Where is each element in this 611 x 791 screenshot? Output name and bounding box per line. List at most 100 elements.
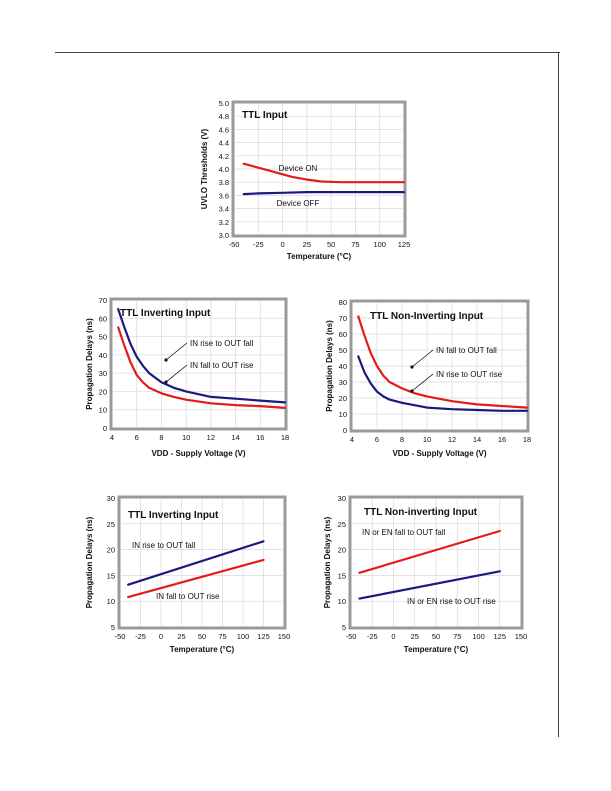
y-tick-label: 3.6	[219, 191, 229, 200]
annotation-arrow	[165, 342, 188, 361]
x-tick-label: 25	[303, 240, 311, 249]
y-tick-label: 10	[338, 597, 346, 606]
y-tick-label: 20	[99, 387, 107, 396]
x-tick-label: 25	[411, 632, 419, 641]
y-tick-label: 0	[103, 424, 107, 433]
x-tick-label: 150	[515, 632, 528, 641]
series-line	[117, 308, 287, 404]
annotation-arrow	[411, 373, 434, 392]
y-tick-label: 3.2	[219, 218, 229, 227]
page-right-rule	[558, 52, 559, 737]
x-tick-label: 75	[351, 240, 359, 249]
x-tick-label: 0	[280, 240, 284, 249]
y-tick-label: 3.4	[219, 205, 229, 214]
x-tick-label: 6	[375, 435, 379, 444]
series-line	[127, 540, 265, 586]
x-axis-label: VDD - Supply Voltage (V)	[151, 449, 245, 458]
y-tick-label: 70	[99, 296, 107, 305]
x-tick-label: 8	[400, 435, 404, 444]
y-tick-label: 10	[107, 597, 115, 606]
y-tick-label: 50	[339, 346, 347, 355]
y-tick-label: 4.8	[219, 112, 229, 121]
chart-title: TTL Inverting Input	[128, 510, 219, 521]
y-tick-label: 60	[339, 330, 347, 339]
x-tick-label: 0	[159, 632, 163, 641]
y-tick-label: 3.0	[219, 231, 229, 240]
y-tick-label: 30	[99, 369, 107, 378]
y-tick-label: 20	[339, 394, 347, 403]
series-line	[242, 191, 406, 196]
x-tick-label: 10	[423, 435, 431, 444]
annotation-arrowhead	[410, 365, 414, 369]
x-tick-label: 50	[327, 240, 335, 249]
y-tick-label: 0	[343, 426, 347, 435]
x-axis-label: Temperature (°C)	[404, 645, 469, 654]
y-tick-label: 50	[99, 333, 107, 342]
x-tick-label: 125	[398, 240, 411, 249]
y-axis-label: UVLO Thresholds (V)	[200, 128, 209, 209]
series-label: IN fall to OUT rise	[156, 592, 220, 601]
chart-title: TTL Non-inverting Input	[364, 507, 478, 518]
y-tick-label: 40	[99, 351, 107, 360]
y-tick-label: 20	[338, 546, 346, 555]
series-label: IN or EN fall to OUT fall	[362, 528, 446, 537]
x-tick-label: 0	[391, 632, 395, 641]
x-tick-label: -25	[253, 240, 264, 249]
series-label: Device ON	[279, 164, 318, 173]
x-tick-label: 50	[432, 632, 440, 641]
chart-title: TTL Input	[242, 110, 288, 121]
y-tick-label: 30	[107, 494, 115, 503]
series-line	[117, 326, 287, 409]
x-tick-label: 4	[110, 433, 114, 442]
x-tick-label: 100	[373, 240, 386, 249]
y-tick-label: 5.0	[219, 99, 229, 108]
series-line	[358, 529, 501, 574]
series-label: IN fall to OUT fall	[436, 346, 497, 355]
series-line	[357, 315, 529, 409]
x-tick-label: -25	[367, 632, 378, 641]
x-tick-label: -50	[229, 240, 240, 249]
y-tick-label: 15	[338, 571, 346, 580]
annotation-arrowhead	[164, 380, 168, 384]
series-label: Device OFF	[277, 199, 320, 208]
y-tick-label: 60	[99, 314, 107, 323]
y-tick-label: 20	[107, 546, 115, 555]
x-tick-label: 16	[498, 435, 506, 444]
x-tick-label: 75	[218, 632, 226, 641]
chart-title: TTL Non-Inverting Input	[370, 311, 484, 322]
y-tick-label: 4.6	[219, 125, 229, 134]
y-tick-label: 25	[107, 520, 115, 529]
y-tick-label: 15	[107, 571, 115, 580]
series-label: IN or EN rise to OUT rise	[407, 597, 496, 606]
x-tick-label: -50	[115, 632, 126, 641]
y-tick-label: 4.2	[219, 152, 229, 161]
annotation-arrowhead	[164, 358, 168, 362]
y-tick-label: 4.0	[219, 165, 229, 174]
x-tick-label: 4	[350, 435, 354, 444]
series-line	[127, 558, 265, 599]
x-tick-label: 150	[278, 632, 291, 641]
x-tick-label: 18	[523, 435, 531, 444]
x-tick-label: 6	[135, 433, 139, 442]
series-label: IN rise to OUT rise	[436, 370, 503, 379]
x-tick-label: 100	[472, 632, 485, 641]
series-label: IN rise to OUT fall	[132, 541, 196, 550]
series-line	[358, 570, 501, 600]
y-tick-label: 10	[339, 410, 347, 419]
x-tick-label: 125	[493, 632, 506, 641]
series-label: IN rise to OUT fall	[190, 339, 254, 348]
y-tick-label: 40	[339, 362, 347, 371]
y-tick-label: 5	[342, 623, 346, 632]
y-tick-label: 25	[338, 520, 346, 529]
y-tick-label: 5	[111, 623, 115, 632]
y-axis-label: Propagation Delays (ns)	[325, 320, 334, 412]
annotation-arrow	[165, 364, 188, 383]
chart-title: TTL Inverting Input	[120, 308, 211, 319]
x-axis-label: Temperature (°C)	[287, 252, 352, 261]
y-axis-label: Propagation Delays (ns)	[85, 318, 94, 410]
